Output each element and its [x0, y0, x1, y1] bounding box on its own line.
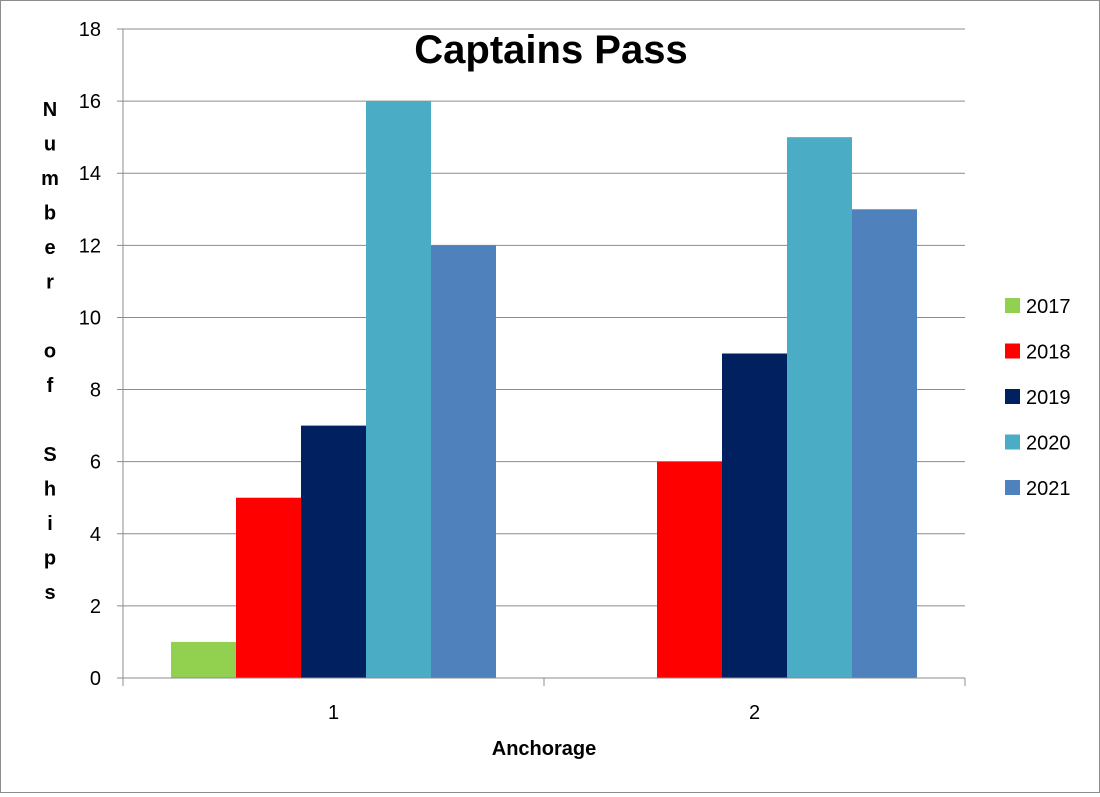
- bar-2017-anchorage-1: [171, 641, 236, 678]
- bar-2018-anchorage-1: [236, 497, 301, 678]
- y-axis-title-char: S: [43, 444, 56, 466]
- bar-2021-anchorage-1: [431, 245, 496, 679]
- y-tick-label: 10: [79, 307, 101, 329]
- y-tick-label: 4: [90, 524, 101, 546]
- x-tick-label: 1: [328, 702, 339, 724]
- legend-label: 2018: [1026, 342, 1071, 364]
- y-axis-title-char: i: [47, 513, 53, 535]
- y-tick-label: 16: [79, 91, 101, 113]
- legend-item-2020: 2020: [1005, 433, 1071, 455]
- y-axis-title-char: u: [44, 134, 56, 156]
- y-axis-title-char: f: [47, 375, 54, 397]
- bar-2021-anchorage-2: [852, 209, 917, 678]
- legend-label: 2020: [1026, 433, 1071, 455]
- legend: 2017 2018 2019 2020 2021: [1005, 296, 1071, 500]
- axes: [122, 29, 966, 686]
- y-tick-label: 6: [90, 452, 101, 474]
- bar-2018-anchorage-2: [657, 461, 722, 678]
- legend-label: 2017: [1026, 296, 1071, 318]
- y-axis-title-char: o: [44, 341, 56, 363]
- y-axis-title-char: b: [44, 203, 56, 225]
- y-axis-title-char: r: [46, 272, 54, 294]
- y-axis-title-char: p: [44, 548, 56, 570]
- y-tick-label: 8: [90, 380, 101, 402]
- y-axis-title-char: m: [41, 168, 59, 190]
- chart-title: Captains Pass: [414, 28, 687, 72]
- legend-item-2017: 2017: [1005, 296, 1071, 318]
- bar-2020-anchorage-1: [366, 101, 431, 679]
- legend-item-2019: 2019: [1005, 387, 1071, 409]
- y-axis-title-char: [47, 410, 53, 432]
- legend-swatch: [1005, 343, 1020, 359]
- legend-swatch: [1005, 298, 1020, 313]
- y-tick-labels: 0 2 4 6 8 10 12 14 16 18: [79, 19, 101, 690]
- y-tick-label: 0: [90, 668, 101, 690]
- bar-2019-anchorage-2: [722, 353, 787, 678]
- legend-swatch: [1005, 434, 1020, 450]
- y-tick-label: 18: [79, 19, 101, 41]
- y-tick-label: 14: [79, 163, 101, 185]
- y-tick-label: 2: [90, 596, 101, 618]
- bar-2019-anchorage-1: [301, 425, 366, 678]
- legend-swatch: [1005, 389, 1020, 404]
- y-axis-title-char: N: [43, 99, 57, 121]
- y-axis-title-char: h: [44, 479, 56, 501]
- bars: [171, 101, 917, 679]
- x-tick-label: 2: [749, 702, 760, 724]
- y-axis-title-char: e: [44, 237, 55, 259]
- legend-label: 2019: [1026, 387, 1071, 409]
- legend-item-2018: 2018: [1005, 342, 1071, 364]
- y-axis-title-char: s: [44, 582, 55, 604]
- y-tick-label: 12: [79, 235, 101, 257]
- legend-item-2021: 2021: [1005, 478, 1071, 500]
- x-axis-title: Anchorage: [492, 738, 596, 760]
- legend-label: 2021: [1026, 478, 1071, 500]
- bar-2020-anchorage-2: [787, 137, 852, 678]
- y-axis-title-char: [47, 306, 53, 328]
- legend-swatch: [1005, 480, 1020, 495]
